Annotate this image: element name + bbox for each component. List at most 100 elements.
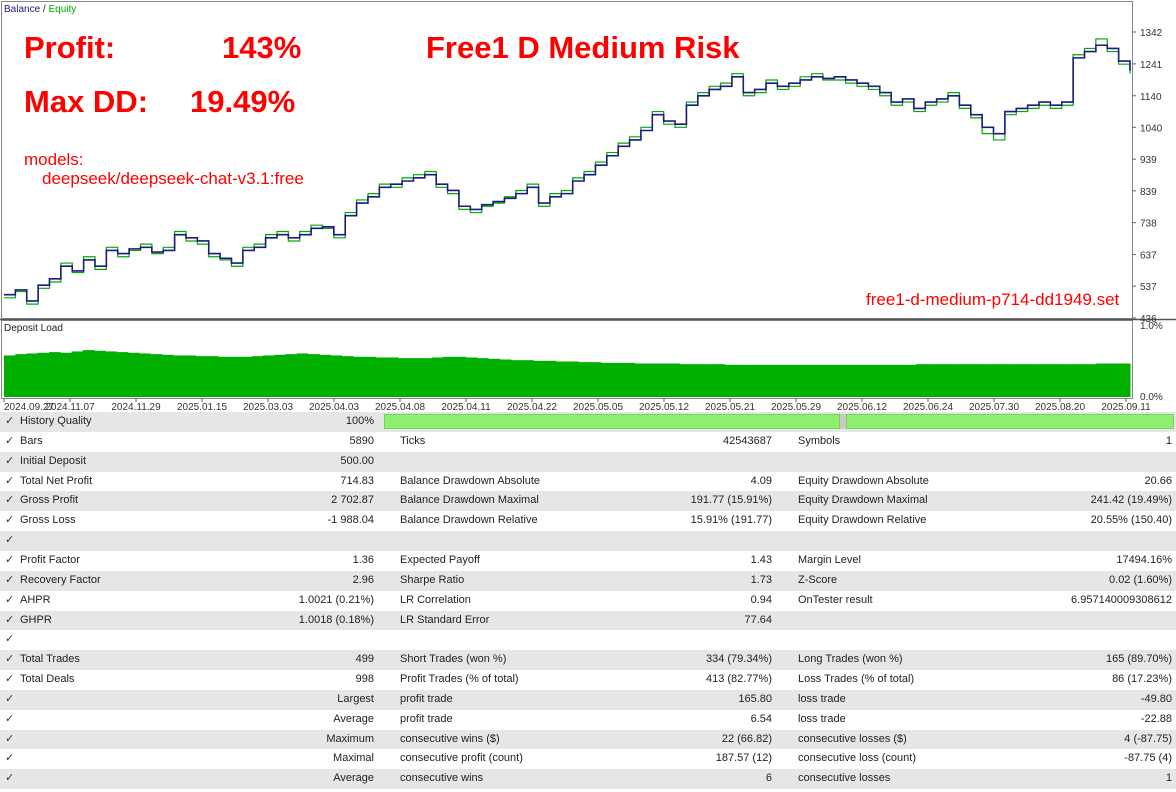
profit-label: Profit: [24, 30, 116, 65]
deposit-load-bar [431, 357, 444, 397]
deposit-load-bar [420, 358, 433, 397]
stats-row: ✓ Total Trades 499 Short Trades (won %) 334 … [0, 650, 1176, 671]
deposit-load-bar [657, 363, 669, 397]
check-icon: ✓ [5, 613, 15, 626]
deposit-load-bar [341, 356, 354, 397]
stat-label: Sharpe Ratio [400, 573, 465, 586]
stat-label: Margin Level [798, 553, 861, 566]
deposit-load-bar [1118, 363, 1131, 397]
y-tick-label: 436 [1140, 314, 1157, 325]
stat-value: 100% [345, 415, 374, 427]
deposit-load-bar [150, 354, 163, 397]
check-icon: ✓ [5, 534, 15, 547]
deposit-load-bar [803, 364, 816, 397]
check-icon: ✓ [5, 454, 15, 467]
deposit-load-bar [454, 356, 467, 397]
deposit-load-bar [735, 364, 748, 397]
deposit-load-bar [251, 356, 264, 397]
stats-row: ✓ [0, 630, 1176, 650]
stat-label: Equity Drawdown Maximal [798, 494, 928, 507]
deposit-load-bar [364, 356, 377, 397]
stat-value: Average [333, 712, 374, 725]
stat-label: Loss Trades (% of total) [798, 673, 915, 686]
stat-label: Equity Drawdown Absolute [798, 474, 929, 487]
deposit-load-bar [285, 354, 298, 397]
stat-label: consecutive wins ($) [400, 732, 500, 745]
deposit-load-bar [49, 352, 61, 397]
deposit-load-bar [623, 362, 636, 397]
stat-value: 2 702.87 [331, 494, 374, 507]
stat-value: 500.00 [340, 454, 374, 467]
stat-label: Short Trades (won %) [400, 653, 507, 666]
deposit-load-bar [105, 351, 118, 397]
stat-label: Gross Loss [20, 514, 76, 527]
stat-label: AHPR [20, 593, 51, 606]
stat-label: Ticks [400, 434, 426, 447]
deposit-load-bar [690, 364, 703, 397]
deposit-load-bar [296, 353, 309, 397]
stat-label: loss trade [798, 692, 846, 705]
stat-value: 0.94 [750, 593, 772, 606]
x-tick-label: 2025.05.12 [639, 402, 689, 412]
stat-value: 413 (82.77%) [705, 673, 772, 686]
deposit-load-bar [904, 364, 917, 397]
series-line-equity [4, 38, 1131, 305]
deposit-load-bar [1107, 363, 1120, 397]
stat-label: Long Trades (won %) [798, 653, 903, 666]
legend-equity: Equity [48, 4, 77, 15]
y-tick-label: 939 [1140, 155, 1157, 166]
deposit-load-bar [758, 364, 771, 397]
stat-label: profit trade [400, 712, 453, 725]
x-tick-label: 2025.05.29 [771, 402, 821, 412]
results-table: ✓ History Quality 100% ✓ Bars 5890 Ticks 425436… [0, 412, 1176, 792]
deposit-load-bar [510, 360, 523, 397]
x-tick-label: 2025.08.20 [1035, 402, 1085, 412]
stat-value: -49.80 [1140, 692, 1172, 705]
check-icon: ✓ [5, 653, 15, 666]
deposit-load-bar [161, 354, 174, 397]
stat-value: 4.09 [750, 474, 772, 487]
stat-value: 0.02 (1.60%) [1109, 573, 1172, 586]
main-plot-frame [1, 1, 1133, 319]
deposit-load-bar [645, 363, 658, 397]
y-tick-label: 1040 [1140, 123, 1163, 134]
deposit-load-bar [308, 354, 320, 397]
check-icon: ✓ [5, 474, 15, 487]
history-quality-bar [384, 414, 840, 429]
stat-value: 6.957140009308612 [1071, 593, 1172, 606]
stats-row: ✓ Profit Factor 1.36 Expected Payoff 1.43 Mar… [0, 551, 1176, 571]
x-tick-label: 2024.09.27 [4, 402, 54, 412]
deposit-load-bar [1006, 364, 1018, 397]
stat-value: 1.0018 (0.18%) [298, 613, 374, 626]
deposit-load-bar [612, 362, 624, 397]
deposit-load-bar [825, 364, 838, 397]
deposit-load-bar [240, 356, 253, 397]
stat-label: Expected Payoff [400, 553, 480, 566]
deposit-load-bar [600, 362, 613, 397]
stats-row: ✓ [0, 531, 1176, 551]
deposit-load-bar [837, 364, 849, 397]
legend-separator: / [42, 4, 46, 15]
deposit-load-bar [60, 352, 73, 397]
stat-value: 191.77 (15.91%) [690, 494, 772, 507]
deposit-load-title: Deposit Load [4, 323, 63, 334]
stat-label: Balance Drawdown Relative [400, 514, 538, 527]
stat-value: 1 [1165, 434, 1172, 447]
deposit-load-bar [713, 364, 726, 397]
stat-value: 6.54 [750, 712, 772, 725]
stat-value: 334 (79.34%) [705, 653, 772, 666]
deposit-load-bar [882, 364, 895, 397]
stat-value: 1.73 [750, 573, 772, 586]
deposit-load-bar [949, 364, 962, 397]
deposit-load-bar [927, 364, 940, 397]
deposit-load-bar [916, 364, 928, 397]
deposit-load-bar [589, 362, 602, 397]
stat-label: Z-Score [798, 573, 838, 586]
check-icon: ✓ [5, 712, 15, 725]
stat-value: 4 (-87.75) [1124, 732, 1172, 745]
stat-value: 20.55% (150.40) [1090, 514, 1172, 527]
stat-label: loss trade [798, 712, 846, 725]
check-icon: ✓ [5, 494, 15, 507]
stats-row: ✓ Gross Profit 2 702.87 Balance Drawdown Ma… [0, 491, 1176, 512]
deposit-y-tick-label: 0.0% [1140, 392, 1163, 403]
